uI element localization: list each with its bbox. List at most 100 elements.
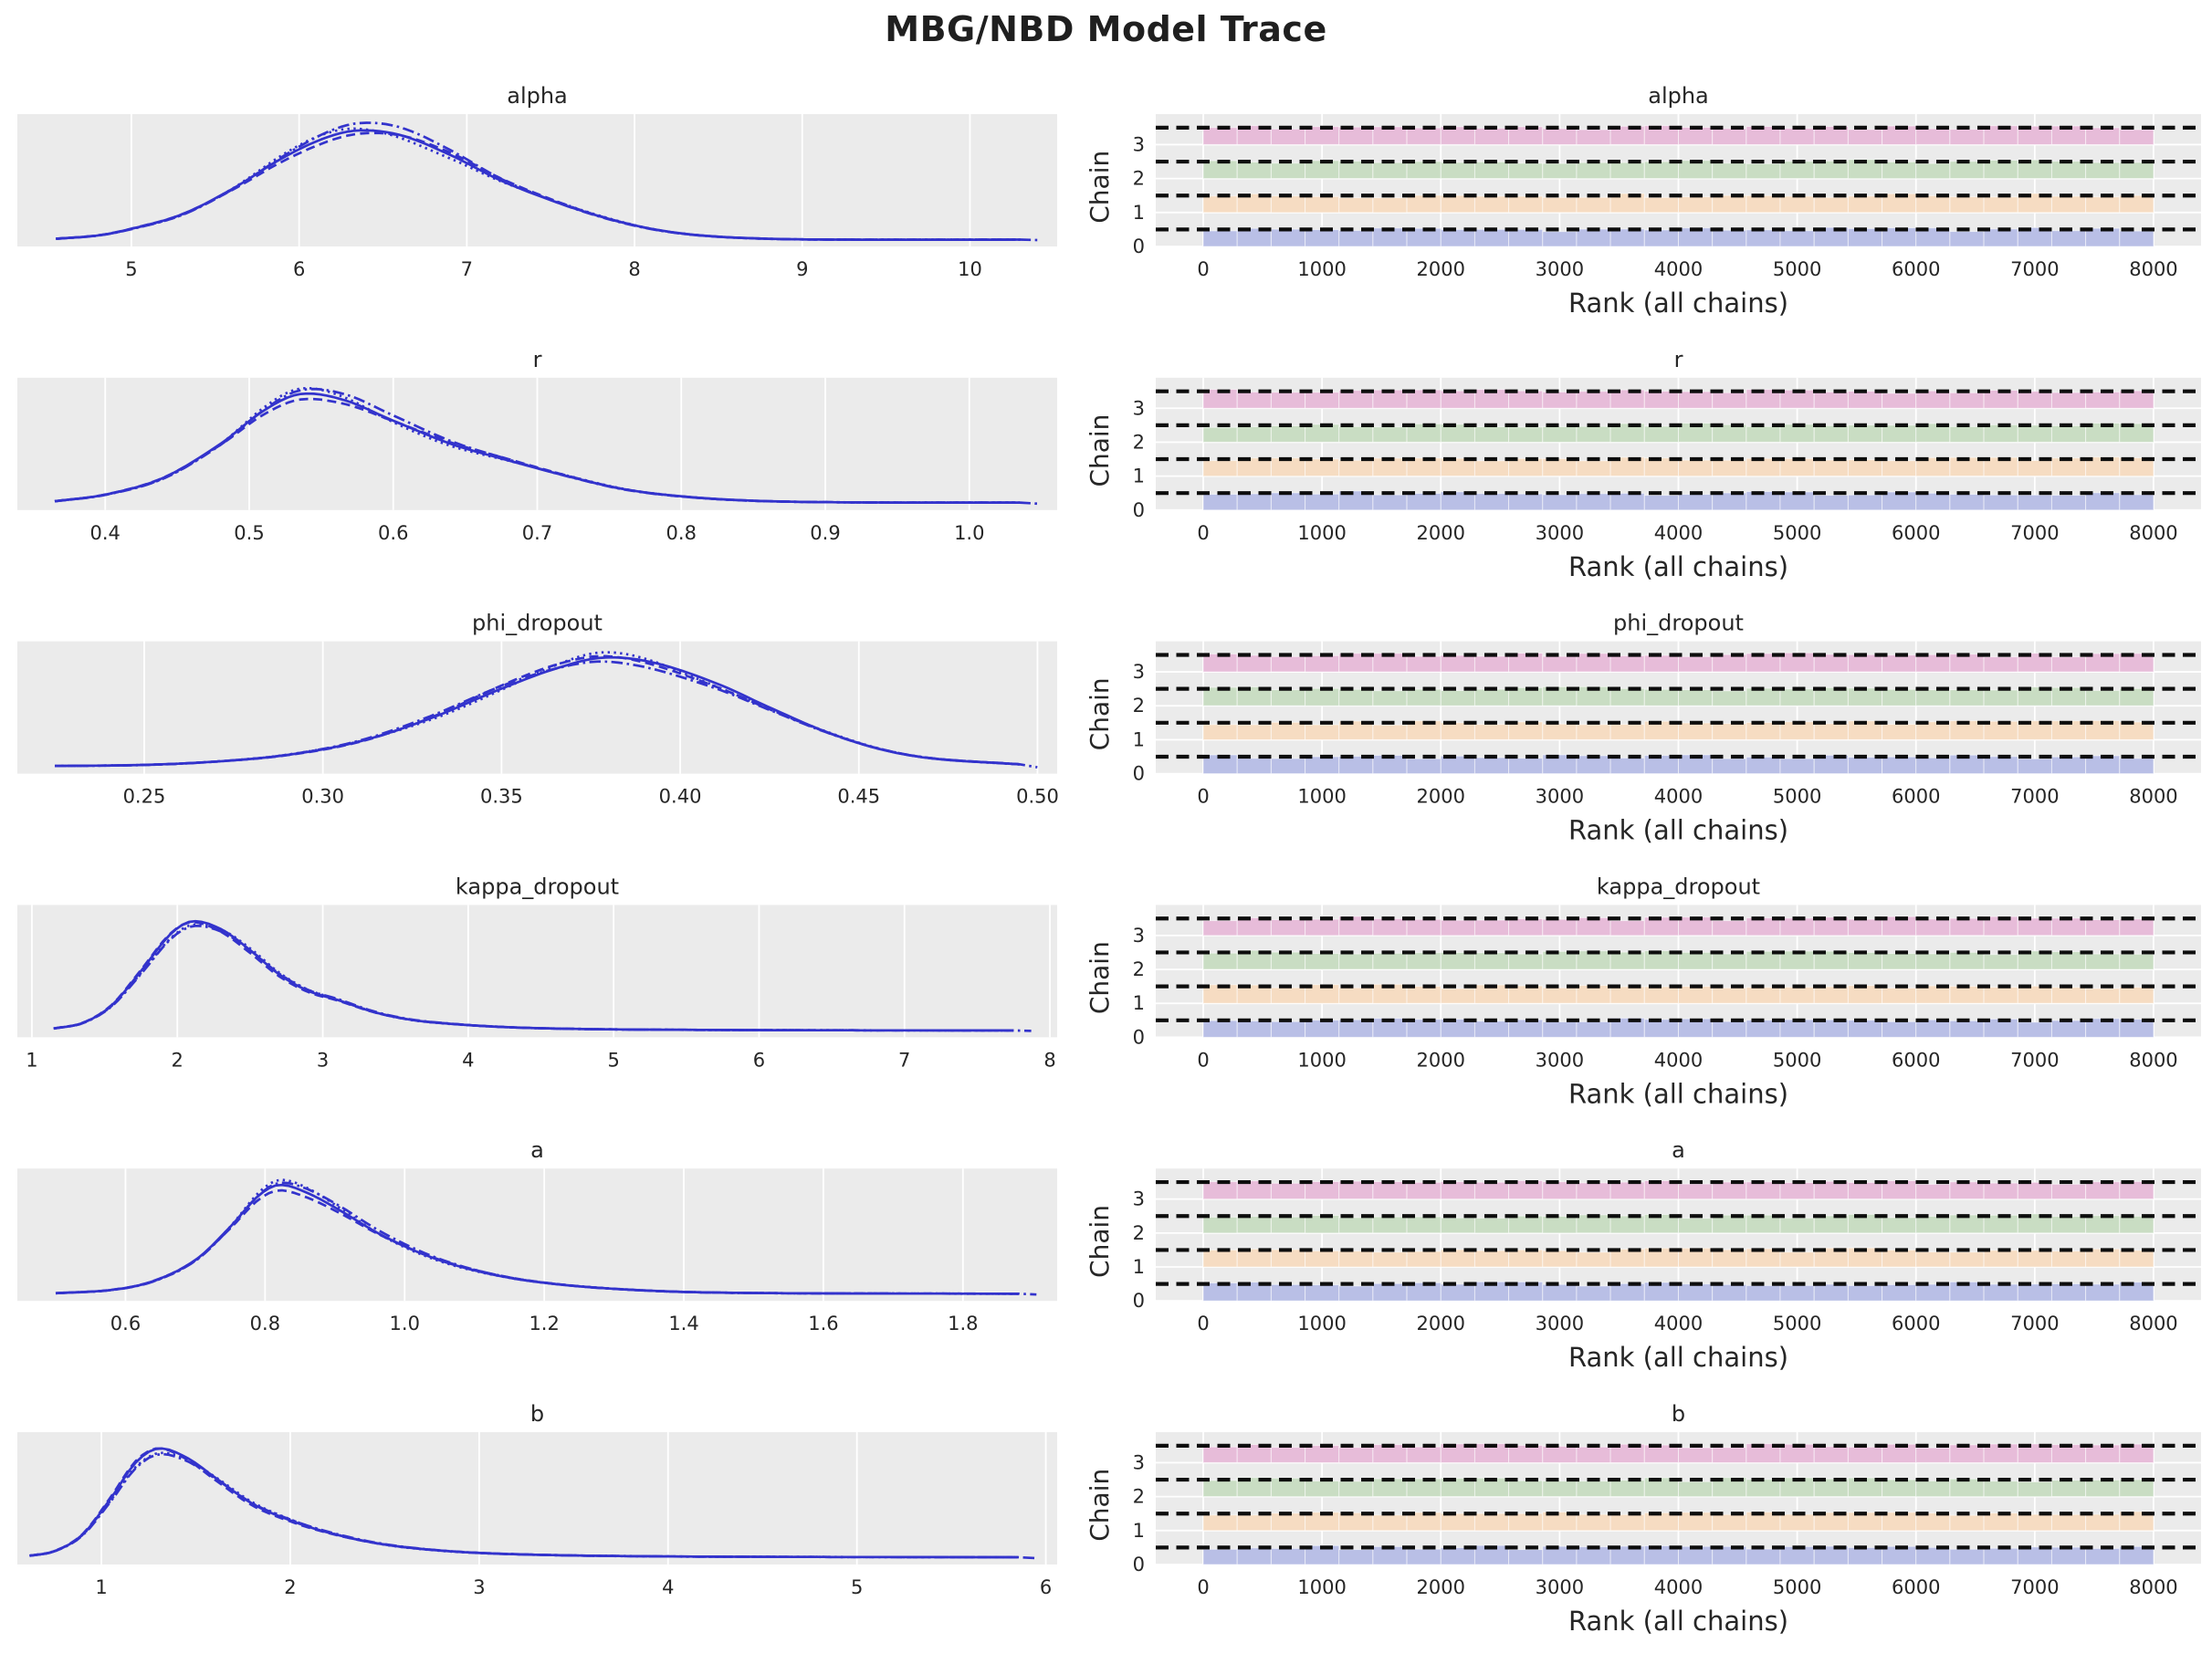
rank-xtick-label: 2000: [1417, 1049, 1465, 1071]
rank-xtick-label: 1000: [1297, 522, 1346, 544]
rank-title: phi_dropout: [1613, 611, 1744, 636]
rank-xtick-label: 6000: [1892, 1049, 1940, 1071]
rank-subplot-b: b 0 1000 2000 3000 4000 5000 6000 7000 8000 0 1 2 3 Ra…: [1085, 1401, 2201, 1637]
rank-xtick-label: 1000: [1297, 786, 1346, 808]
rank-xtick-label: 6000: [1892, 258, 1940, 280]
kde-xtick-label: 1: [95, 1576, 107, 1598]
rank-ytick-label: 2: [1133, 695, 1145, 717]
kde-xtick-label: 9: [796, 258, 808, 280]
rank-xtick-label: 8000: [2129, 786, 2177, 808]
kde-xtick-label: 2: [284, 1576, 296, 1598]
kde-xtick-label: 0.8: [666, 522, 697, 544]
rank-ytick-label: 3: [1133, 925, 1145, 947]
rank-bars-chain-3: [1202, 125, 2154, 146]
rank-bars-chain-0: [1202, 1544, 2154, 1565]
rank-xtick-label: 4000: [1654, 258, 1703, 280]
rank-xtick-label: 7000: [2010, 1049, 2059, 1071]
rank-ytick-label: 2: [1133, 1222, 1145, 1244]
rank-ytick-label: 1: [1133, 1256, 1145, 1278]
kde-xtick-label: 0.45: [837, 786, 880, 808]
rank-ytick-label: 0: [1133, 499, 1145, 521]
rank-xtick-label: 6000: [1892, 1576, 1940, 1598]
kde-xtick-label: 1.6: [808, 1313, 838, 1334]
rank-ytick-label: 3: [1133, 133, 1145, 155]
rank-title: a: [1672, 1137, 1685, 1163]
rank-xtick-label: 1000: [1297, 1313, 1346, 1334]
rank-ytick-label: 1: [1133, 202, 1145, 224]
rank-xtick-label: 2000: [1417, 1576, 1465, 1598]
kde-xtick-label: 4: [462, 1049, 474, 1071]
rank-xtick-label: 0: [1197, 1049, 1209, 1071]
kde-xtick-label: 0.6: [110, 1313, 141, 1334]
kde-curve-chain-3-dashdot: [53, 924, 1032, 1032]
rank-bars-chain-2: [1202, 1213, 2154, 1234]
rank-xtick-label: 4000: [1654, 522, 1703, 544]
kde-xtick-label: 6: [293, 258, 305, 280]
kde-title: r: [533, 347, 542, 372]
kde-subplot-kappa_dropout: kappa_dropout 1 2 3 4 5 6 7 8: [17, 874, 1057, 1071]
kde-xtick-label: 1: [26, 1049, 37, 1071]
rank-xtick-label: 0: [1197, 1576, 1209, 1598]
kde-xtick-label: 8: [628, 258, 640, 280]
kde-xtick-label: 8: [1043, 1049, 1055, 1071]
kde-curve-chain-2-dotted: [55, 651, 1020, 768]
rank-xtick-label: 3000: [1536, 1576, 1584, 1598]
rank-xtick-label: 7000: [2010, 522, 2059, 544]
rank-xtick-label: 0: [1197, 258, 1209, 280]
rank-xtick-label: 8000: [2129, 1576, 2177, 1598]
rank-xlabel: Rank (all chains): [1568, 1078, 1788, 1109]
rank-xtick-label: 8000: [2129, 1313, 2177, 1334]
rank-ylabel: Chain: [1085, 414, 1115, 487]
rank-xtick-label: 4000: [1654, 1313, 1703, 1334]
rank-ytick-label: 0: [1133, 235, 1145, 257]
rank-xlabel: Rank (all chains): [1568, 1606, 1788, 1637]
rank-ytick-label: 1: [1133, 1520, 1145, 1542]
kde-xtick-label: 1.8: [948, 1313, 978, 1334]
rank-xtick-label: 6000: [1892, 786, 1940, 808]
rank-xtick-label: 2000: [1417, 786, 1465, 808]
kde-xtick-label: 0.7: [522, 522, 552, 544]
rank-bars-chain-1: [1202, 1247, 2154, 1268]
rank-xtick-label: 3000: [1536, 258, 1584, 280]
rank-xlabel: Rank (all chains): [1568, 1342, 1788, 1373]
rank-xtick-label: 7000: [2010, 1576, 2059, 1598]
rank-title: alpha: [1648, 83, 1709, 109]
kde-plot-area: [17, 905, 1057, 1038]
rank-bars-chain-1: [1202, 456, 2154, 477]
rank-xtick-label: 3000: [1536, 1049, 1584, 1071]
rank-xtick-label: 4000: [1654, 1049, 1703, 1071]
rank-subplot-a: a 0 1000 2000 3000 4000 5000 6000 7000 8000 0 1 2 3 Ra…: [1085, 1137, 2201, 1373]
rank-bars-chain-2: [1202, 423, 2154, 443]
rank-xtick-label: 8000: [2129, 258, 2177, 280]
rank-xtick-label: 0: [1197, 1313, 1209, 1334]
rank-xtick-label: 0: [1197, 522, 1209, 544]
kde-subplot-alpha: alpha 5 6 7 8 9 10: [17, 83, 1057, 280]
kde-curve-chain-3-dashdot: [55, 1181, 1037, 1296]
rank-ytick-label: 0: [1133, 1026, 1145, 1048]
kde-title: phi_dropout: [472, 611, 603, 636]
rank-ytick-label: 2: [1133, 958, 1145, 980]
kde-curve-chain-3-dashdot: [54, 387, 1038, 506]
rank-xtick-label: 2000: [1417, 258, 1465, 280]
rank-title: b: [1672, 1401, 1685, 1427]
kde-xtick-label: 4: [662, 1576, 674, 1598]
rank-title: kappa_dropout: [1597, 874, 1760, 899]
rank-ytick-label: 3: [1133, 1451, 1145, 1473]
rank-xtick-label: 7000: [2010, 786, 2059, 808]
kde-xtick-label: 7: [461, 258, 473, 280]
rank-xtick-label: 6000: [1892, 1313, 1940, 1334]
kde-xtick-label: 0.40: [659, 786, 702, 808]
kde-xtick-label: 3: [317, 1049, 329, 1071]
rank-bars-chain-2: [1202, 685, 2154, 706]
kde-xtick-label: 5: [125, 258, 137, 280]
rank-xtick-label: 3000: [1536, 1313, 1584, 1334]
rank-xtick-label: 2000: [1417, 1313, 1465, 1334]
rank-xtick-label: 8000: [2129, 522, 2177, 544]
rank-bars-chain-3: [1202, 652, 2154, 673]
rank-xtick-label: 4000: [1654, 786, 1703, 808]
rank-bars-chain-0: [1202, 226, 2154, 247]
rank-bars-chain-2: [1202, 949, 2154, 970]
rank-ytick-label: 0: [1133, 1554, 1145, 1575]
kde-xtick-label: 0.9: [810, 522, 840, 544]
